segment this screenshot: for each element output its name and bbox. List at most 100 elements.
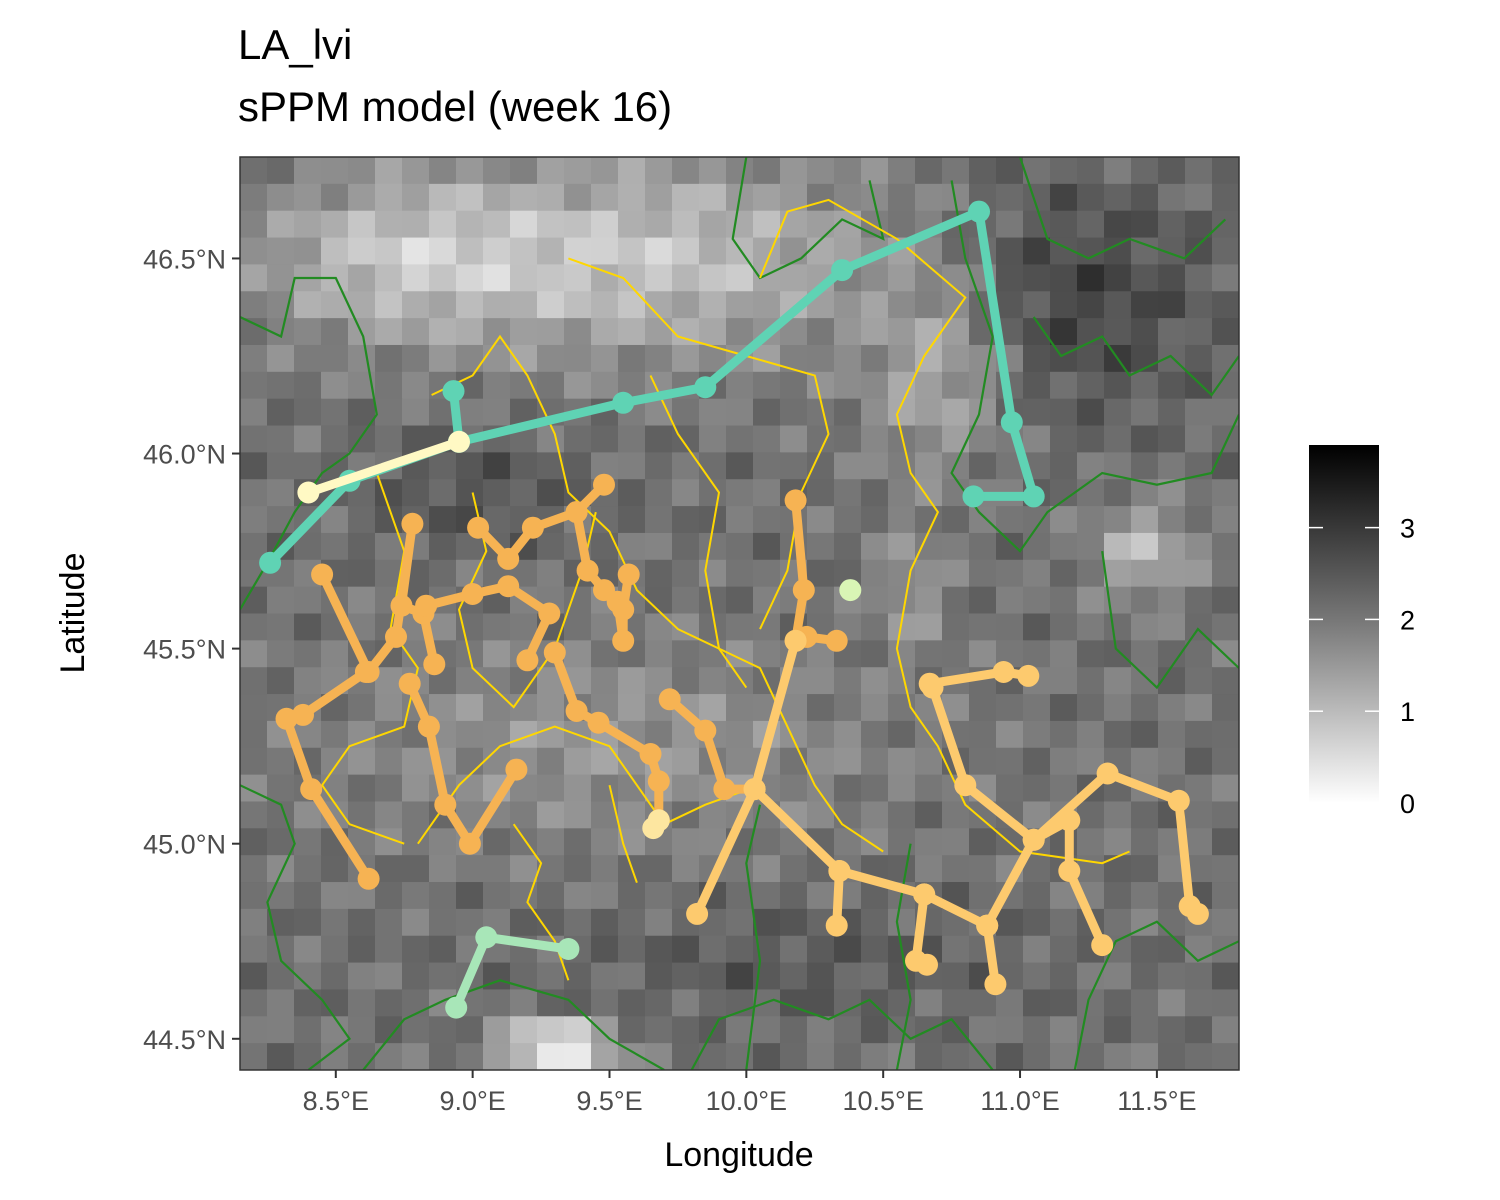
raster-cell [996, 532, 1024, 561]
raster-cell [969, 747, 997, 776]
raster-cell [915, 1043, 943, 1070]
raster-cell [591, 425, 619, 453]
province-border-line [417, 725, 761, 845]
raster-cell [888, 559, 916, 588]
raster-cell [618, 908, 646, 937]
raster-cell [240, 210, 268, 239]
y-tick-label: 44.5°N [143, 1025, 226, 1055]
raster-cell [699, 935, 727, 964]
raster-cell [1023, 425, 1051, 453]
raster-cell [861, 640, 889, 668]
raster-cell [348, 774, 376, 803]
raster-cell [753, 908, 781, 937]
raster-cell [537, 183, 565, 212]
raster-cell [1212, 183, 1239, 212]
raster-cell [375, 344, 403, 373]
raster-cell [969, 506, 997, 534]
raster-cell [753, 828, 781, 856]
raster-cell [294, 640, 322, 668]
raster-cell [1212, 237, 1239, 266]
raster-cell [888, 747, 916, 776]
raster-cell [726, 318, 754, 346]
raster-cell [996, 183, 1024, 212]
raster-cell [294, 291, 322, 319]
raster-cell [591, 935, 619, 964]
raster-cell [1050, 264, 1078, 292]
raster-cell [564, 640, 592, 668]
raster-cell [402, 371, 430, 400]
raster-cell [1077, 398, 1105, 427]
raster-cell [888, 828, 916, 856]
raster-cell [1185, 667, 1213, 695]
raster-cell [1077, 210, 1105, 239]
raster-cell [591, 828, 619, 856]
raster-cell [429, 908, 457, 937]
raster-cell [483, 157, 511, 185]
raster-cell [942, 935, 970, 964]
raster-cell [1023, 1016, 1051, 1044]
raster-cell [456, 479, 484, 507]
raster-cell [807, 479, 835, 507]
raster-cell [375, 291, 403, 319]
raster-cell [780, 882, 808, 910]
raster-cell [1158, 989, 1186, 1017]
track-point [385, 625, 407, 648]
raster-cell [348, 344, 376, 373]
raster-cell [564, 237, 592, 266]
track-line [303, 437, 464, 497]
raster-cell [753, 640, 781, 668]
raster-cell [456, 694, 484, 722]
track-point [617, 563, 640, 586]
raster-cell [1212, 318, 1239, 346]
raster-cell [672, 1043, 700, 1070]
raster-cell [267, 774, 295, 803]
raster-cell [537, 344, 565, 373]
raster-cell [1023, 962, 1051, 991]
raster-cell [267, 479, 295, 507]
track-point [612, 629, 635, 652]
raster-cell [753, 559, 781, 588]
raster-cell [375, 667, 403, 695]
raster-cell [1131, 667, 1159, 695]
raster-cell [267, 586, 295, 615]
raster-cell [996, 908, 1024, 937]
raster-cell [1104, 613, 1132, 641]
raster-cell [1131, 801, 1159, 829]
province-border-line [320, 472, 419, 845]
raster-cell [1131, 747, 1159, 776]
raster-cell [510, 183, 538, 212]
raster-cell [780, 157, 808, 185]
raster-cell [1185, 398, 1213, 427]
raster-cell [267, 344, 295, 373]
raster-cell [348, 1043, 376, 1070]
raster-cell [1023, 559, 1051, 588]
raster-cell [645, 183, 673, 212]
raster-cell [699, 157, 727, 185]
raster-cell [267, 452, 295, 480]
raster-cell [807, 667, 835, 695]
track-pale-green-dot [839, 579, 862, 602]
raster-cell [861, 962, 889, 991]
raster-cell [645, 425, 673, 453]
raster-cell [1131, 855, 1159, 883]
province-border-line [759, 198, 1130, 865]
raster-cell [564, 452, 592, 480]
raster-cell [807, 962, 835, 991]
raster-cell [672, 183, 700, 212]
raster-cell [699, 237, 727, 266]
raster-cell [321, 371, 349, 400]
track-point [593, 473, 615, 496]
y-tick-label: 46.0°N [143, 440, 226, 470]
raster-cell [483, 398, 511, 427]
raster-cell [618, 506, 646, 534]
raster-cell [510, 989, 538, 1017]
track-point [497, 575, 520, 598]
raster-cell [1023, 264, 1051, 292]
raster-cell [321, 157, 349, 185]
track-point [434, 793, 457, 816]
raster-cell [1050, 935, 1078, 964]
raster-cell [1050, 532, 1078, 561]
raster-cell [807, 237, 835, 266]
raster-cell [591, 1043, 619, 1070]
